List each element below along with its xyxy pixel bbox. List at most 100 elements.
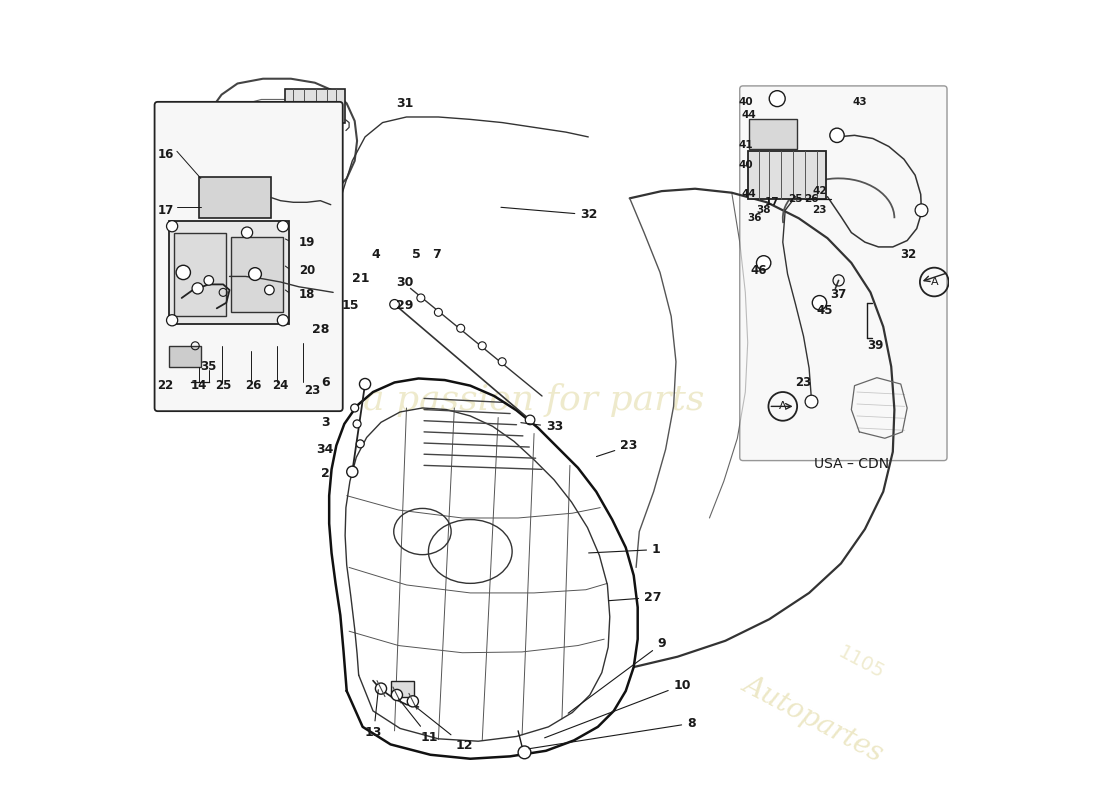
Text: 45: 45 <box>817 304 834 318</box>
Text: 21: 21 <box>352 272 368 286</box>
Text: 3: 3 <box>321 416 330 429</box>
Text: 37: 37 <box>830 288 847 302</box>
Circle shape <box>375 683 386 694</box>
Circle shape <box>166 314 178 326</box>
Circle shape <box>277 221 288 232</box>
Text: 41: 41 <box>738 140 752 150</box>
Text: Autopartes: Autopartes <box>738 670 888 767</box>
Text: 20: 20 <box>299 264 315 278</box>
Text: 24: 24 <box>273 379 288 392</box>
Text: 15: 15 <box>342 299 360 313</box>
Text: 27: 27 <box>608 591 661 604</box>
Circle shape <box>757 256 771 270</box>
Circle shape <box>498 358 506 366</box>
Text: 1: 1 <box>588 543 661 556</box>
Text: 23: 23 <box>812 206 827 215</box>
Circle shape <box>434 308 442 316</box>
Circle shape <box>176 266 190 280</box>
Text: 11: 11 <box>398 698 438 744</box>
Circle shape <box>392 690 403 701</box>
Text: 23: 23 <box>596 439 638 457</box>
Text: 44: 44 <box>741 110 757 119</box>
Text: 19: 19 <box>299 236 315 249</box>
FancyBboxPatch shape <box>231 237 283 312</box>
Circle shape <box>360 378 371 390</box>
Text: 36: 36 <box>747 214 761 223</box>
Text: 34: 34 <box>317 443 334 456</box>
Text: 1105: 1105 <box>835 643 888 683</box>
FancyBboxPatch shape <box>390 681 415 697</box>
Text: 33: 33 <box>521 420 563 434</box>
Circle shape <box>192 283 204 294</box>
Text: 40: 40 <box>738 97 752 107</box>
Text: 32: 32 <box>901 249 917 262</box>
Circle shape <box>389 299 399 309</box>
Circle shape <box>265 286 274 294</box>
FancyBboxPatch shape <box>174 233 226 316</box>
Text: 39: 39 <box>867 339 883 352</box>
Text: 26: 26 <box>804 194 818 204</box>
Circle shape <box>417 294 425 302</box>
Text: 25: 25 <box>214 379 231 392</box>
Text: a passion for parts: a passion for parts <box>363 383 705 417</box>
FancyBboxPatch shape <box>749 118 798 149</box>
Circle shape <box>769 90 785 106</box>
Circle shape <box>356 440 364 448</box>
Text: 28: 28 <box>311 323 329 336</box>
Text: 4: 4 <box>372 249 381 262</box>
Text: 42: 42 <box>812 186 827 196</box>
Circle shape <box>478 342 486 350</box>
Text: 12: 12 <box>415 706 473 752</box>
Text: 23: 23 <box>305 384 320 397</box>
Circle shape <box>277 314 288 326</box>
Text: 10: 10 <box>544 678 691 738</box>
Text: 31: 31 <box>396 97 414 110</box>
FancyBboxPatch shape <box>739 86 947 461</box>
Circle shape <box>915 204 928 217</box>
Text: 6: 6 <box>321 376 330 389</box>
Text: 23: 23 <box>795 376 812 389</box>
FancyBboxPatch shape <box>155 102 343 411</box>
Text: 13: 13 <box>365 690 383 739</box>
Text: 8: 8 <box>529 717 695 749</box>
Text: 29: 29 <box>396 299 414 313</box>
Text: 40: 40 <box>738 160 752 170</box>
Circle shape <box>518 746 531 758</box>
Circle shape <box>204 276 213 285</box>
Circle shape <box>526 415 535 425</box>
FancyBboxPatch shape <box>285 89 345 122</box>
Text: 22: 22 <box>157 379 174 392</box>
FancyBboxPatch shape <box>169 346 201 366</box>
Text: 14: 14 <box>191 379 208 392</box>
Text: 17: 17 <box>764 198 779 207</box>
Text: 44: 44 <box>741 190 757 199</box>
Text: A: A <box>931 277 938 287</box>
Circle shape <box>166 221 178 232</box>
Text: 32: 32 <box>500 207 597 222</box>
Text: 7: 7 <box>432 249 441 262</box>
Text: 2: 2 <box>321 467 330 480</box>
Circle shape <box>407 696 418 707</box>
Text: 43: 43 <box>852 97 867 107</box>
Text: 16: 16 <box>157 148 174 161</box>
Text: 25: 25 <box>789 194 803 204</box>
Text: A: A <box>779 402 786 411</box>
Text: 38: 38 <box>757 206 771 215</box>
Text: 17: 17 <box>157 204 174 217</box>
Text: 5: 5 <box>411 249 420 262</box>
Text: 46: 46 <box>750 264 767 278</box>
Text: 35: 35 <box>200 360 217 373</box>
Circle shape <box>249 268 262 281</box>
Text: 30: 30 <box>396 275 414 289</box>
Text: 9: 9 <box>569 637 667 714</box>
Circle shape <box>346 466 358 478</box>
Text: 26: 26 <box>245 379 262 392</box>
Text: USA – CDN: USA – CDN <box>814 457 889 470</box>
Circle shape <box>351 404 359 412</box>
Circle shape <box>805 395 818 408</box>
Circle shape <box>829 128 844 142</box>
Circle shape <box>242 227 253 238</box>
Circle shape <box>812 295 826 310</box>
FancyBboxPatch shape <box>748 151 826 199</box>
Circle shape <box>353 420 361 428</box>
